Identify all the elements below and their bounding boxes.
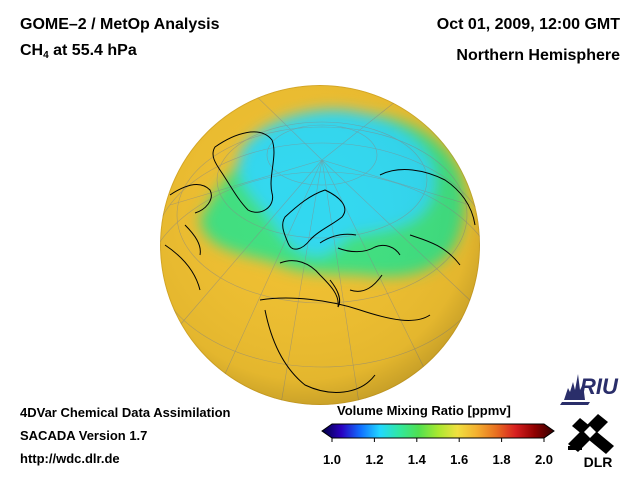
region-label: Northern Hemisphere: [456, 47, 620, 64]
colorbar-title: Volume Mixing Ratio [ppmv]: [337, 403, 511, 418]
species-level-label: CH4 at 55.4 hPa: [20, 42, 137, 61]
version-label: SACADA Version 1.7: [20, 428, 148, 443]
colorbar: 1.0 1.2 1.4 1.6 1.8 2.0: [321, 423, 555, 467]
colorbar-tick-label-4: 1.8: [493, 452, 511, 467]
colorbar-tick-label-1: 1.2: [365, 452, 383, 467]
dlr-logo: DLR: [568, 414, 614, 470]
globe-map: [160, 85, 480, 405]
colorbar-tick-label-3: 1.6: [450, 452, 468, 467]
species-name: CH: [20, 42, 44, 59]
assimilation-method-label: 4DVar Chemical Data Assimilation: [20, 405, 231, 420]
riu-logo-text: RIU: [580, 374, 619, 399]
colorbar-ramp: [321, 423, 555, 439]
colorbar-tick-label-0: 1.0: [323, 452, 341, 467]
pressure-level: at 55.4 hPa: [48, 42, 137, 59]
species-subscript: 4: [43, 50, 49, 61]
colorbar-tick-label-5: 2.0: [535, 452, 553, 467]
riu-logo: RIU: [560, 374, 619, 405]
map-title: GOME–2 / MetOp Analysis: [20, 16, 220, 33]
website-link[interactable]: http://wdc.dlr.de: [20, 451, 120, 466]
colorbar-tick-label-2: 1.4: [408, 452, 427, 467]
date-time-label: Oct 01, 2009, 12:00 GMT: [436, 16, 620, 33]
dlr-logo-text: DLR: [584, 454, 613, 470]
